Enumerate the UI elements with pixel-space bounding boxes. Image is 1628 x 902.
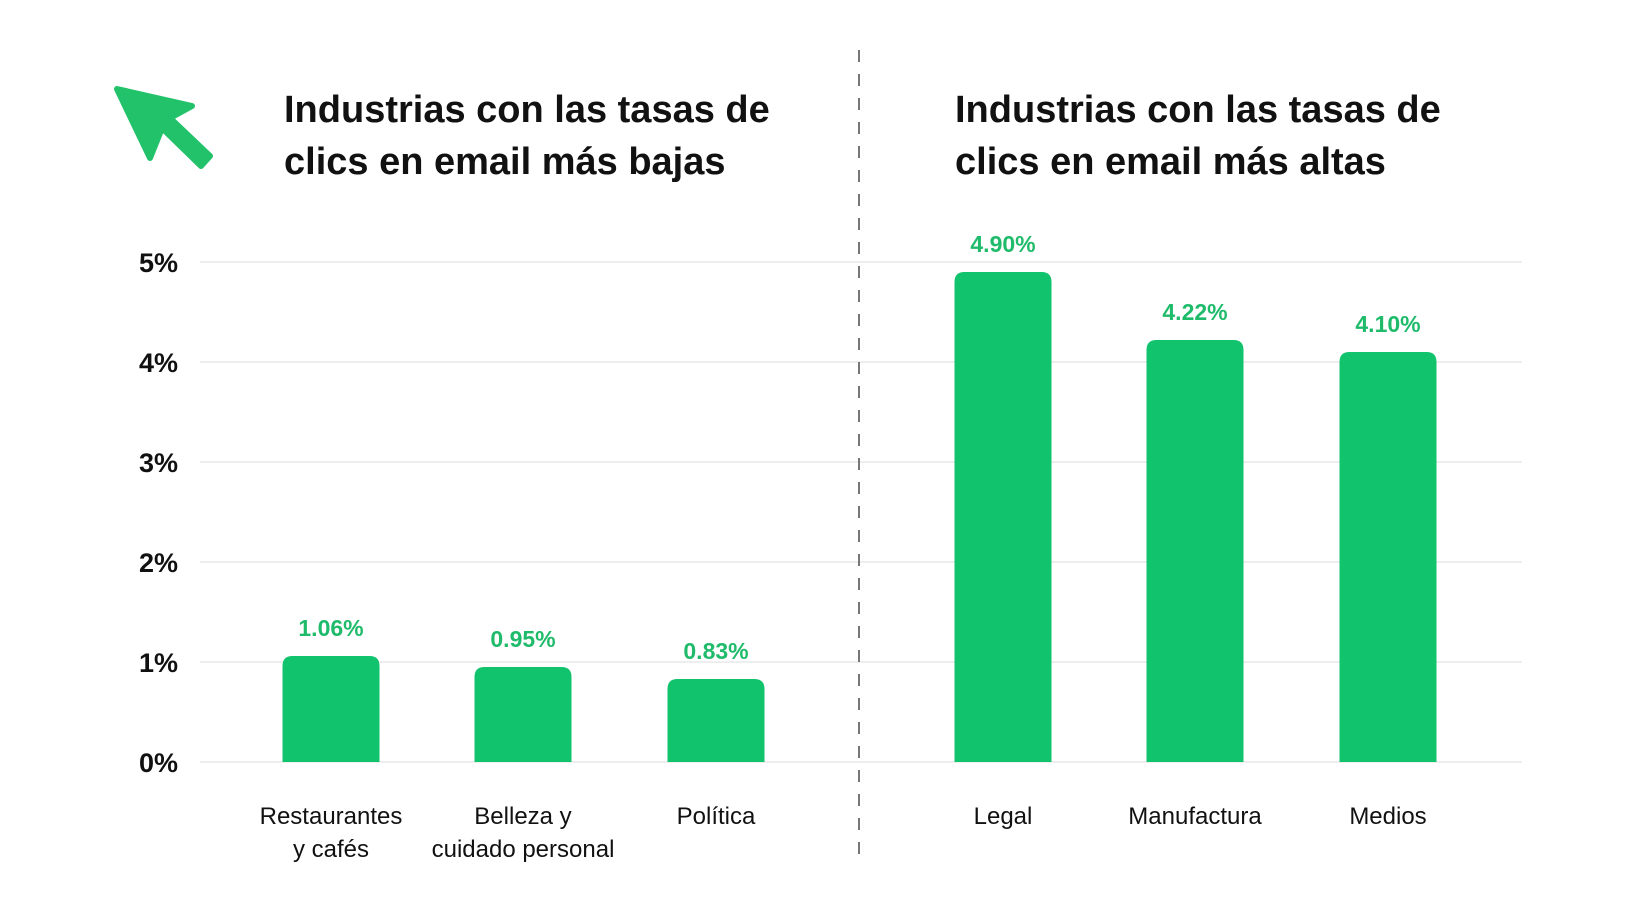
y-tick-label: 2% xyxy=(139,548,178,578)
bar xyxy=(1146,340,1244,762)
category-label: Medios xyxy=(1349,803,1426,830)
chart-title: Industrias con las tasas de xyxy=(955,89,1441,131)
value-label: 4.10% xyxy=(1355,311,1420,337)
chart-title: clics en email más bajas xyxy=(284,141,726,183)
category-label: Política xyxy=(677,803,756,830)
gridlines xyxy=(200,261,1522,763)
cursor-arrow-icon xyxy=(114,86,213,169)
value-label: 1.06% xyxy=(298,615,363,641)
y-tick-label: 3% xyxy=(139,448,178,478)
category-label: Legal xyxy=(974,803,1033,830)
category-label: Restaurantes xyxy=(260,803,403,830)
category-label: Manufactura xyxy=(1128,803,1262,830)
bar xyxy=(667,679,765,762)
category-label: Belleza y xyxy=(474,803,571,830)
value-label: 4.90% xyxy=(970,231,1035,257)
category-label: cuidado personal xyxy=(432,836,615,863)
y-tick-label: 0% xyxy=(139,748,178,778)
bar xyxy=(474,667,572,762)
y-tick-label: 5% xyxy=(139,248,178,278)
value-label: 4.22% xyxy=(1162,299,1227,325)
bar xyxy=(954,272,1052,762)
y-tick-label: 4% xyxy=(139,348,178,378)
y-tick-label: 1% xyxy=(139,648,178,678)
value-label: 0.95% xyxy=(490,626,555,652)
chart-title: clics en email más altas xyxy=(955,141,1386,183)
bar xyxy=(282,656,380,762)
bar xyxy=(1339,352,1437,762)
category-label: y cafés xyxy=(293,836,369,863)
value-label: 0.83% xyxy=(683,638,748,664)
chart-title: Industrias con las tasas de xyxy=(284,89,770,131)
